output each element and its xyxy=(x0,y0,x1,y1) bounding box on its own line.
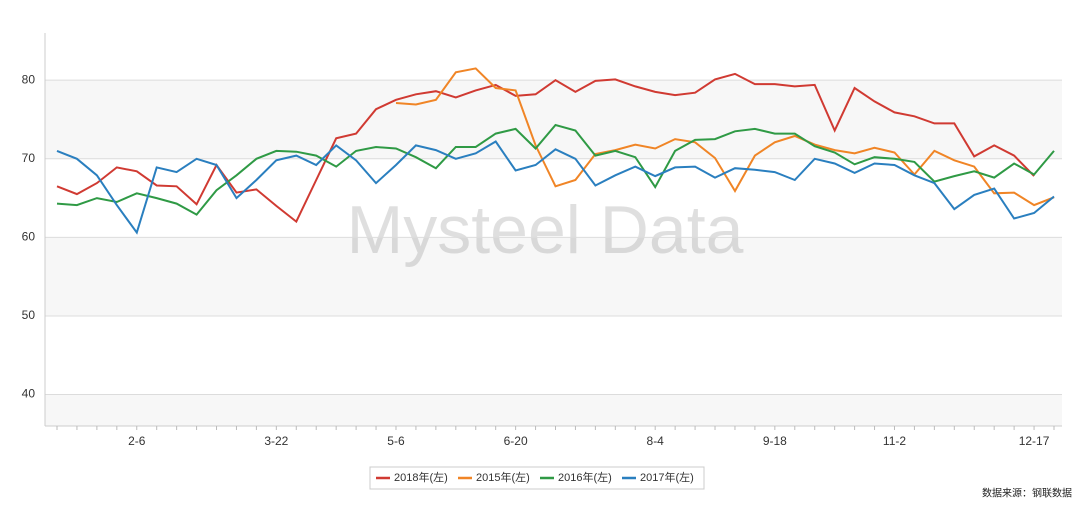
y-tick-label: 50 xyxy=(22,308,36,322)
source-note: 数据来源：钢联数据 xyxy=(982,487,1072,500)
y-tick-label: 40 xyxy=(22,387,36,401)
x-tick-label: 11-2 xyxy=(883,434,906,448)
legend-label: 2015年(左) xyxy=(476,470,530,484)
x-tick-label: 5-6 xyxy=(387,434,405,448)
plot-band xyxy=(45,237,1062,316)
x-tick-label: 9-18 xyxy=(763,434,787,448)
watermark: Mysteel Data xyxy=(347,192,744,268)
plot-band xyxy=(45,80,1062,159)
y-tick-label: 80 xyxy=(22,72,36,86)
x-tick-label: 12-17 xyxy=(1019,434,1050,448)
legend-label: 2016年(左) xyxy=(558,470,612,484)
legend-label: 2018年(左) xyxy=(394,470,448,484)
legend-box xyxy=(369,466,705,490)
y-tick-label: 60 xyxy=(22,230,36,244)
x-tick-label: 3-22 xyxy=(264,434,288,448)
line-series xyxy=(56,123,1055,216)
legend-label: 2017年(左) xyxy=(640,470,694,484)
y-tick-label: 70 xyxy=(22,151,36,165)
line-series xyxy=(395,67,1055,207)
x-tick-label: 8-4 xyxy=(647,434,665,448)
line-series xyxy=(56,140,1055,235)
plot-band xyxy=(45,394,1062,426)
x-tick-label: 6-20 xyxy=(504,434,528,448)
x-tick-label: 2-6 xyxy=(128,434,146,448)
